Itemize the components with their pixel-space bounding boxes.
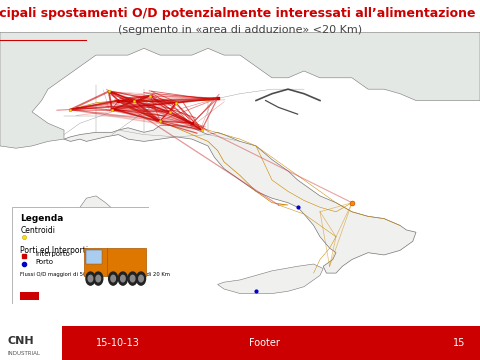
Circle shape — [119, 272, 127, 285]
Circle shape — [96, 275, 100, 282]
Text: (segmento in «area di adduzione» <20 Km): (segmento in «area di adduzione» <20 Km) — [118, 25, 362, 35]
Circle shape — [88, 275, 93, 282]
Text: CNH: CNH — [7, 336, 34, 346]
Text: Flussi O/D maggiori di 50 veicoli con adduzione di 20 Km: Flussi O/D maggiori di 50 veicoli con ad… — [20, 272, 170, 277]
Polygon shape — [0, 32, 480, 148]
Circle shape — [136, 272, 145, 285]
Circle shape — [94, 272, 103, 285]
Circle shape — [131, 275, 135, 282]
Circle shape — [120, 275, 125, 282]
Polygon shape — [217, 264, 323, 293]
Bar — [86, 251, 102, 264]
Text: 15: 15 — [453, 338, 466, 348]
Text: Footer: Footer — [249, 338, 279, 348]
Bar — [107, 248, 145, 276]
Text: Interporto: Interporto — [35, 251, 70, 257]
Circle shape — [139, 275, 144, 282]
Polygon shape — [64, 126, 416, 273]
Text: Porti ed Interporti: Porti ed Interporti — [20, 246, 88, 255]
Text: INDUSTRIAL: INDUSTRIAL — [7, 351, 40, 356]
Text: Porto: Porto — [35, 260, 53, 265]
Text: Centroidi: Centroidi — [20, 226, 55, 235]
Text: 15-10-13: 15-10-13 — [96, 338, 140, 348]
Text: Legenda: Legenda — [20, 214, 63, 223]
Circle shape — [111, 275, 115, 282]
Text: Principali spostamenti O/D potenzialmente interessati all’alimentazione LNG: Principali spostamenti O/D potenzialment… — [0, 7, 480, 20]
Circle shape — [86, 272, 95, 285]
Circle shape — [108, 272, 118, 285]
Polygon shape — [80, 196, 138, 260]
Bar — [84, 248, 107, 276]
Circle shape — [128, 272, 137, 285]
Bar — [0, 326, 62, 360]
Bar — [62, 326, 480, 360]
Bar — [20, 292, 39, 300]
